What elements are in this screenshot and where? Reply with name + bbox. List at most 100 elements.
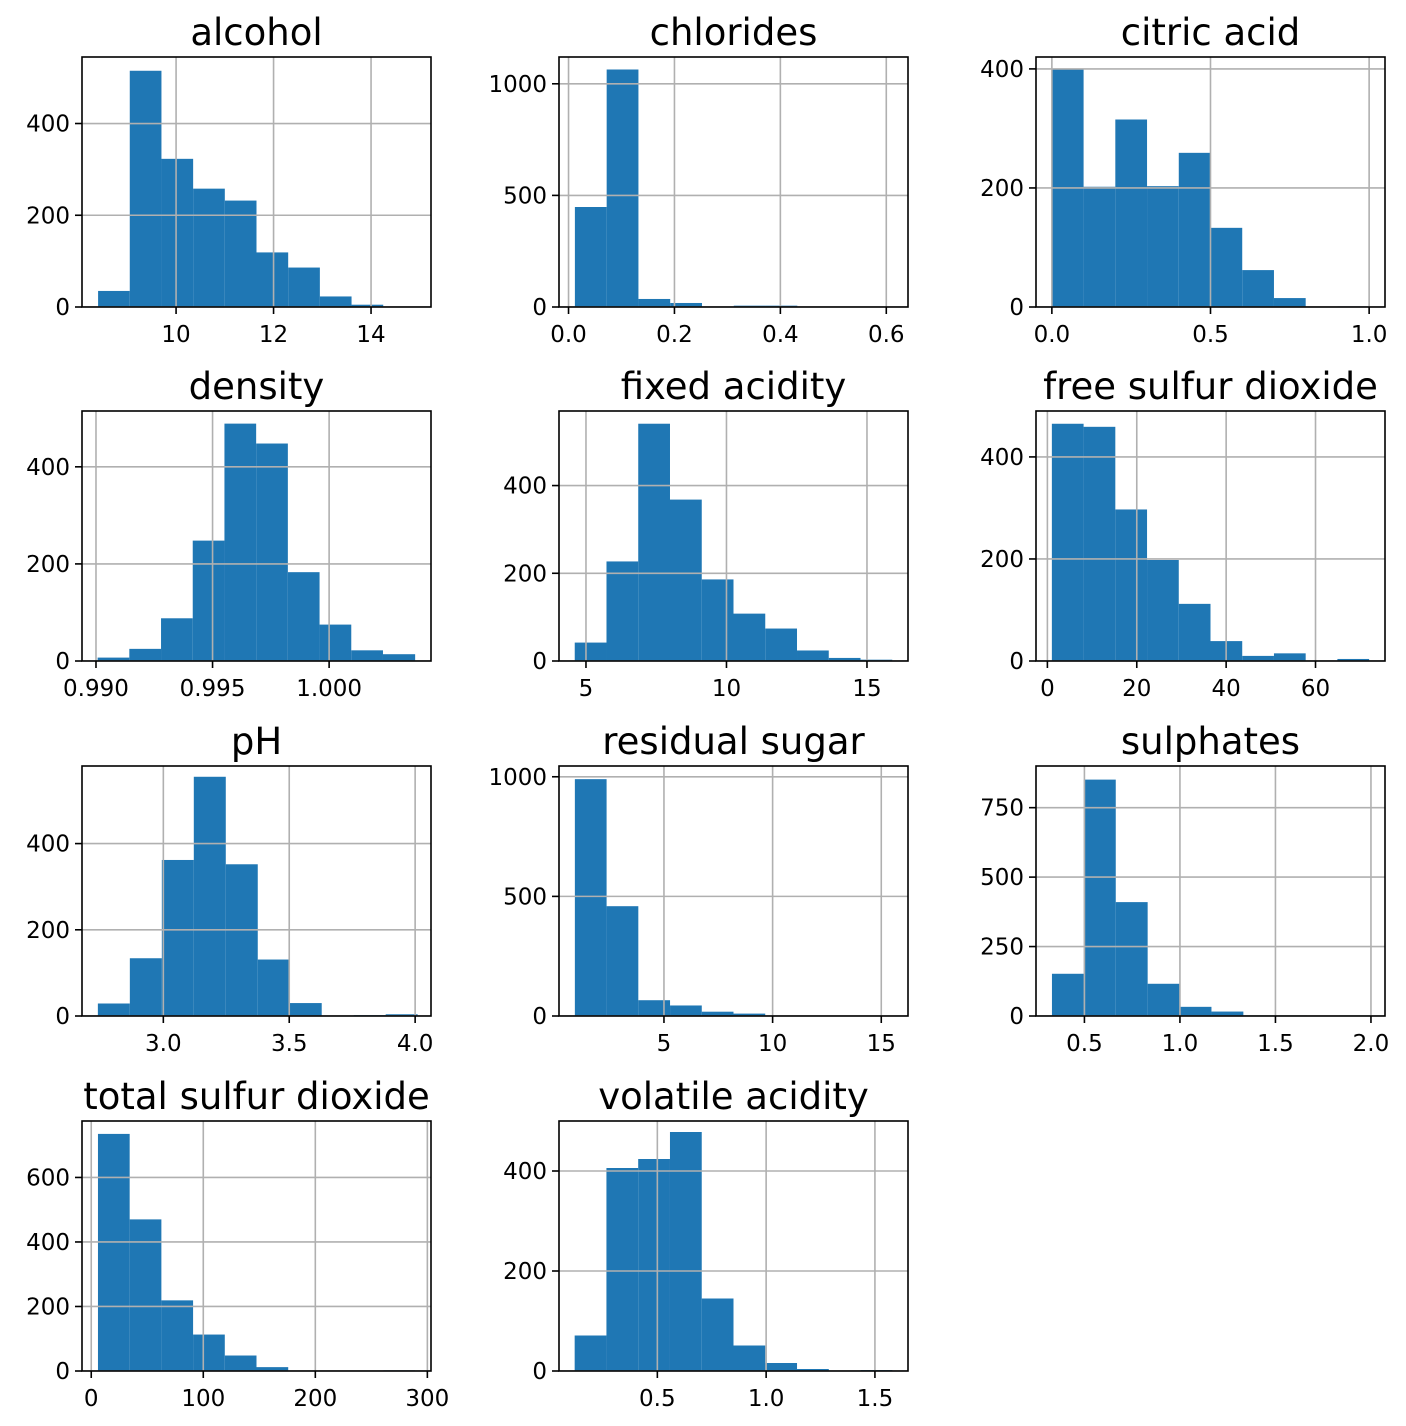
histogram-bar bbox=[1115, 509, 1148, 661]
y-tick-label: 200 bbox=[26, 918, 70, 944]
chart-title: total sulfur dioxide bbox=[83, 1075, 430, 1118]
y-tick-label: 1000 bbox=[488, 72, 547, 98]
y-tick-label: 0 bbox=[532, 1359, 547, 1385]
bars-volatile-acidity bbox=[574, 1132, 893, 1371]
histogram-bar bbox=[1083, 186, 1116, 307]
histogram-bar bbox=[828, 657, 861, 661]
histogram-bar bbox=[193, 1334, 225, 1371]
y-tick-label: 400 bbox=[26, 455, 70, 481]
histogram-bar bbox=[225, 864, 258, 1016]
x-tick-label: 1.5 bbox=[857, 1386, 894, 1412]
x-tick-label: 0.5 bbox=[1192, 322, 1229, 348]
histogram-bar bbox=[701, 1298, 734, 1371]
y-tick-label: 200 bbox=[26, 203, 70, 229]
histogram-bar bbox=[129, 70, 162, 307]
histogram-bar bbox=[161, 1300, 194, 1371]
y-tick-label: 0 bbox=[1009, 1004, 1024, 1030]
histogram-bar bbox=[733, 1013, 766, 1016]
histogram-panel-ph: 3.0 3.5 4.0 0 200 400 pH bbox=[26, 720, 433, 1057]
y-tick-label: 1000 bbox=[488, 765, 547, 791]
histogram-bar bbox=[288, 267, 320, 307]
y-tick-label: 400 bbox=[980, 57, 1024, 83]
histogram-bar bbox=[382, 654, 416, 661]
y-tick-label: 500 bbox=[980, 865, 1024, 891]
histogram-panel-citric-acid: 0.0 0.5 1.0 0 200 400 citric acid bbox=[980, 11, 1387, 348]
histogram-bar bbox=[638, 423, 670, 661]
histogram-bar bbox=[765, 628, 798, 661]
chart-title: pH bbox=[231, 720, 282, 763]
x-tick-label: 1.5 bbox=[1257, 1031, 1294, 1057]
chart-title: free sulfur dioxide bbox=[1043, 365, 1378, 408]
histogram-bar bbox=[351, 650, 383, 661]
axes-frame bbox=[558, 765, 909, 1017]
x-tick-label: 0.5 bbox=[1066, 1031, 1103, 1057]
chart-title: fixed acidity bbox=[621, 365, 847, 408]
chart-title: citric acid bbox=[1121, 11, 1301, 54]
histogram-bar bbox=[765, 1363, 798, 1371]
histogram-bar bbox=[97, 657, 130, 661]
y-tick-label: 200 bbox=[26, 1294, 70, 1320]
histogram-bar bbox=[606, 906, 639, 1016]
x-tick-label: 14 bbox=[356, 322, 385, 348]
bars-total-sulfur-dioxide bbox=[97, 1133, 416, 1371]
histogram-panel-residual-sugar: 5 10 15 0 500 1000 residual sugar bbox=[488, 720, 909, 1057]
histogram-bar bbox=[1115, 119, 1148, 307]
axes-frame bbox=[558, 410, 909, 662]
histogram-bar bbox=[1115, 902, 1148, 1016]
x-tick-label: 0.6 bbox=[868, 322, 905, 348]
histogram-bar bbox=[129, 958, 162, 1016]
histogram-panel-density: 0.990 0.995 1.000 0 200 400 density bbox=[26, 365, 432, 702]
histogram-bar bbox=[1242, 655, 1274, 661]
x-tick-label: 0 bbox=[84, 1386, 99, 1412]
histogram-bar bbox=[161, 158, 194, 307]
y-tick-label: 600 bbox=[26, 1165, 70, 1191]
y-tick-label: 400 bbox=[980, 445, 1024, 471]
gridlines-citric-acid bbox=[1036, 57, 1385, 307]
histogram-bar bbox=[224, 1355, 257, 1371]
histogram-bar bbox=[574, 1335, 607, 1371]
x-tick-label: 0 bbox=[1040, 676, 1055, 702]
y-tick-label: 0 bbox=[532, 1004, 547, 1030]
histogram-bar bbox=[1337, 658, 1370, 661]
histogram-bar bbox=[1051, 973, 1084, 1016]
y-tick-label: 200 bbox=[980, 547, 1024, 573]
gridlines-alcohol bbox=[82, 57, 431, 307]
gridlines-sulphates bbox=[1036, 766, 1385, 1016]
histogram-bar bbox=[161, 859, 194, 1016]
x-tick-label: 5 bbox=[579, 676, 594, 702]
histogram-bar bbox=[669, 1132, 702, 1371]
x-tick-label: 2.0 bbox=[1353, 1031, 1390, 1057]
x-tick-label: 0.5 bbox=[639, 1386, 676, 1412]
y-tick-label: 0 bbox=[1009, 295, 1024, 321]
y-tick-label: 400 bbox=[26, 112, 70, 138]
histogram-panel-volatile-acidity: 0.5 1.0 1.5 0 200 400 volatile acidity bbox=[503, 1075, 909, 1412]
chart-title: residual sugar bbox=[602, 720, 865, 763]
x-tick-label: 15 bbox=[867, 1031, 896, 1057]
y-tick-label: 0 bbox=[532, 649, 547, 675]
histogram-bar bbox=[669, 499, 702, 661]
histogram-panel-total-sulfur-dioxide: 0 100 200 300 0 200 400 600 total sulfur dioxide bbox=[26, 1075, 449, 1412]
histogram-bar bbox=[606, 1168, 639, 1371]
histogram-bar bbox=[192, 540, 225, 661]
y-tick-label: 0 bbox=[55, 1004, 70, 1030]
y-tick-label: 200 bbox=[26, 552, 70, 578]
x-tick-label: 100 bbox=[181, 1386, 225, 1412]
gridlines-chlorides bbox=[559, 57, 908, 307]
axes-frame bbox=[81, 1120, 432, 1372]
histogram-bar bbox=[351, 304, 384, 307]
histogram-panel-alcohol: 10 12 14 0 200 400 alcohol bbox=[26, 11, 432, 348]
histogram-bar bbox=[1147, 983, 1180, 1016]
histogram-bar bbox=[1242, 270, 1274, 307]
histogram-bar bbox=[1210, 227, 1243, 307]
histogram-bar bbox=[319, 624, 352, 661]
histogram-bar bbox=[193, 188, 225, 307]
y-tick-label: 400 bbox=[503, 1159, 547, 1185]
histogram-bar bbox=[638, 298, 671, 307]
y-tick-label: 0 bbox=[55, 649, 70, 675]
x-tick-label: 12 bbox=[259, 322, 288, 348]
bars-residual-sugar bbox=[574, 779, 893, 1016]
bars-alcohol bbox=[98, 70, 415, 307]
histogram-bar bbox=[193, 776, 226, 1016]
histogram-bar bbox=[97, 1003, 130, 1016]
y-tick-label: 250 bbox=[980, 935, 1024, 961]
